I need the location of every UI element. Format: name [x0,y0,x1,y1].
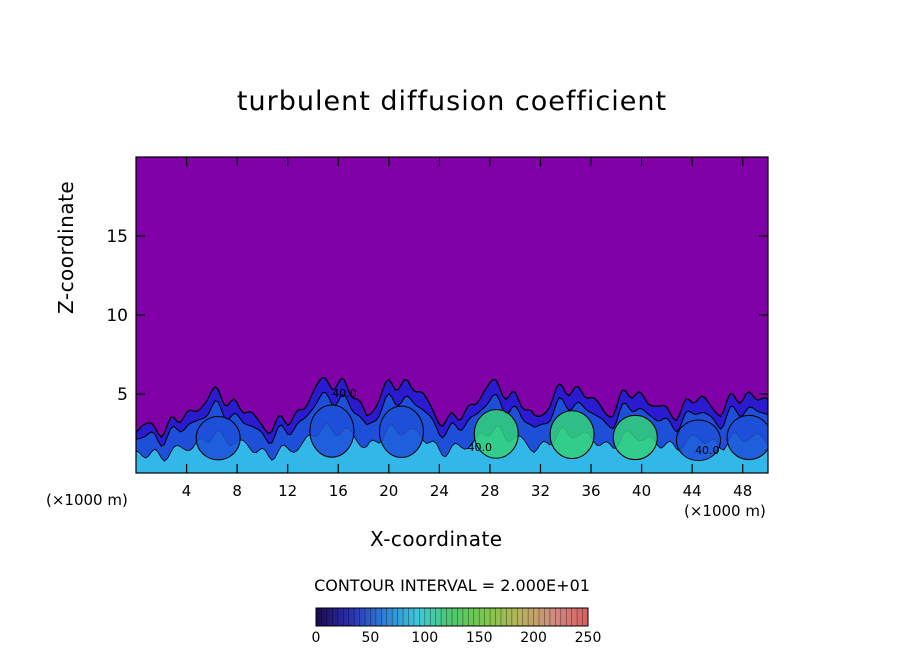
colorbar-tick-label: 200 [520,630,547,646]
x-tick-label: 20 [379,482,398,500]
contour-labels: 40.0 40.0 40.0 [332,387,719,457]
eddy-6 [612,414,658,461]
contour-label: 40.0 [468,441,493,454]
eddy-4 [473,409,519,459]
eddy-1 [195,415,241,461]
colorbar-tick-label: 0 [312,630,321,646]
eddy-8 [726,414,768,461]
x-tick-label: 44 [683,482,702,500]
y-tick-label: 15 [106,227,128,247]
x-tick-label: 40 [632,482,651,500]
y-axis-label: Z-coordinate [54,180,78,314]
colorbar: 0 50 100 150 200 250 [312,607,602,646]
y-tick-label: 5 [117,385,128,405]
contour-interval-text: CONTOUR INTERVAL = 2.000E+01 [314,576,590,595]
y-axis: 5 10 15 [106,227,768,405]
x-tick-label: 12 [278,482,297,500]
y-tick-label: 10 [106,306,128,326]
colorbar-tick-label: 250 [575,630,602,646]
x-tick-label: 28 [480,482,499,500]
x-tick-label: 32 [531,482,550,500]
x-unit-label-right: (×1000 m) [684,502,766,520]
x-tick-label: 16 [329,482,348,500]
x-tick-label: 48 [733,482,752,500]
eddy-7 [675,419,721,462]
colorbar-tick-label: 50 [361,630,379,646]
eddy-2 [309,404,355,458]
x-tick-label: 24 [430,482,449,500]
x-tick-label: 4 [182,482,192,500]
x-tick-label: 36 [581,482,600,500]
colorbar-tick-label: 100 [411,630,438,646]
colorbar-tick-label: 150 [466,630,493,646]
eddy-3 [378,405,424,458]
contour-label: 40.0 [695,444,720,457]
eddy-5 [549,410,595,459]
field-layer [136,376,768,473]
x-axis: 4 8 12 16 20 24 28 32 36 40 44 48 [182,157,752,500]
x-axis-label: X-coordinate [370,527,503,551]
x-unit-label-left: (×1000 m) [46,491,128,509]
x-tick-label: 8 [232,482,242,500]
contour-label: 40.0 [332,387,357,400]
chart-title: turbulent diffusion coefficient [236,86,668,117]
